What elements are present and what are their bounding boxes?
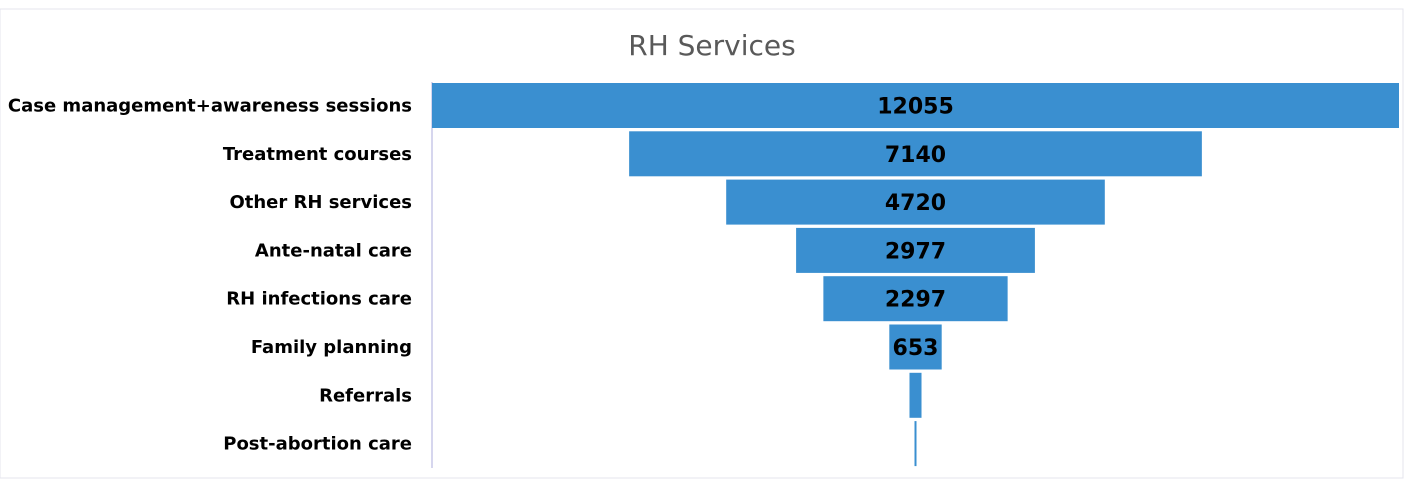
category-label: Post-abortion care [223,434,412,455]
value-label: 4720 [885,191,946,216]
funnel-bar [889,324,942,370]
funnel-bar [796,227,1035,273]
category-label: Family planning [251,337,412,358]
category-label: Treatment courses [223,144,412,165]
category-label: RH infections care [226,289,412,310]
value-label: 12055 [877,95,954,120]
value-label: 653 [893,336,939,361]
category-label: Other RH services [229,192,412,213]
value-label: 2297 [885,288,946,313]
funnel-bar [726,179,1105,225]
funnel-bar [909,372,922,418]
funnel-bar [629,131,1202,177]
funnel-bar [823,276,1008,322]
funnel-bar [432,83,1399,128]
value-label: 7140 [885,143,946,168]
chart-title: RH Services [628,29,795,62]
category-label: Referrals [319,385,412,406]
frame [0,8,1404,479]
value-label: 2977 [885,239,946,264]
category-label: Ante-natal care [255,240,412,261]
funnel-bar [914,421,917,467]
category-label: Case management+awareness sessions [8,96,412,117]
